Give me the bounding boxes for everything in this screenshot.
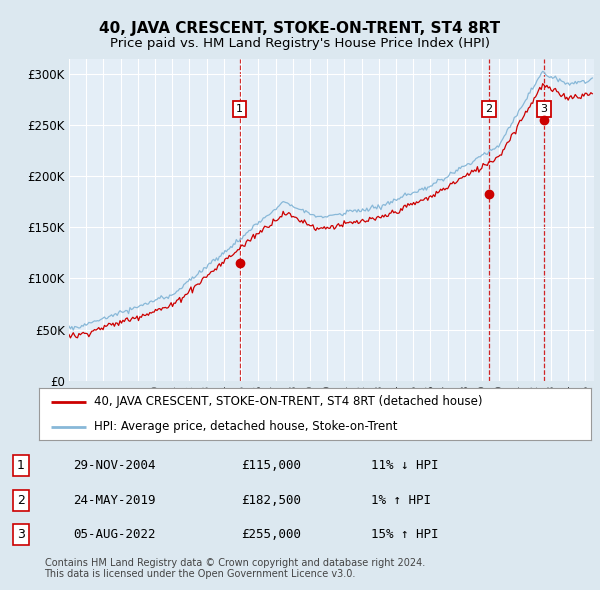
Text: 11% ↓ HPI: 11% ↓ HPI xyxy=(371,458,438,471)
Text: 3: 3 xyxy=(541,104,547,114)
Text: Price paid vs. HM Land Registry's House Price Index (HPI): Price paid vs. HM Land Registry's House … xyxy=(110,37,490,50)
Text: 1: 1 xyxy=(236,104,243,114)
Text: 1% ↑ HPI: 1% ↑ HPI xyxy=(371,493,431,507)
Text: 3: 3 xyxy=(17,529,25,542)
Text: £182,500: £182,500 xyxy=(241,493,301,507)
Text: £115,000: £115,000 xyxy=(241,458,301,471)
Text: 05-AUG-2022: 05-AUG-2022 xyxy=(74,529,156,542)
Text: 24-MAY-2019: 24-MAY-2019 xyxy=(74,493,156,507)
Text: 2: 2 xyxy=(485,104,493,114)
Text: HPI: Average price, detached house, Stoke-on-Trent: HPI: Average price, detached house, Stok… xyxy=(94,420,398,433)
Text: 15% ↑ HPI: 15% ↑ HPI xyxy=(371,529,438,542)
Text: 1: 1 xyxy=(17,458,25,471)
Text: Contains HM Land Registry data © Crown copyright and database right 2024.
This d: Contains HM Land Registry data © Crown c… xyxy=(44,558,425,579)
Text: £255,000: £255,000 xyxy=(241,529,301,542)
Text: 40, JAVA CRESCENT, STOKE-ON-TRENT, ST4 8RT (detached house): 40, JAVA CRESCENT, STOKE-ON-TRENT, ST4 8… xyxy=(94,395,483,408)
Text: 29-NOV-2004: 29-NOV-2004 xyxy=(74,458,156,471)
Text: 40, JAVA CRESCENT, STOKE-ON-TRENT, ST4 8RT: 40, JAVA CRESCENT, STOKE-ON-TRENT, ST4 8… xyxy=(100,21,500,35)
Text: 2: 2 xyxy=(17,493,25,507)
